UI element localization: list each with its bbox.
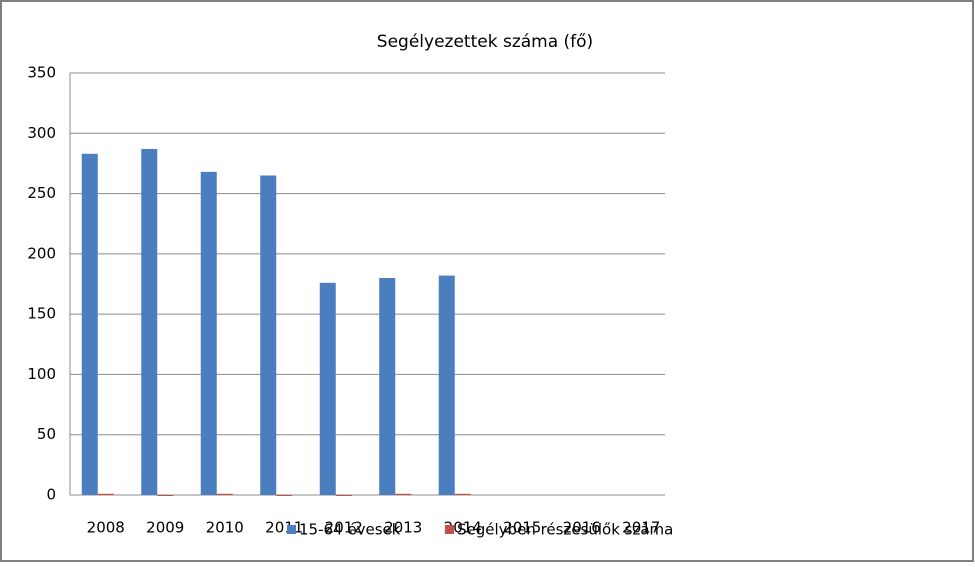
chart-title: Segélyezettek száma (fő) — [377, 32, 593, 52]
x-tick-label: 2015 — [503, 519, 541, 537]
y-tick-label: 250 — [27, 184, 56, 202]
legend-swatch — [445, 525, 454, 534]
y-tick-label: 300 — [27, 124, 56, 142]
x-tick-label: 2012 — [325, 519, 363, 537]
x-tick-label: 2009 — [146, 519, 184, 537]
bar — [454, 493, 471, 495]
bar — [81, 153, 98, 496]
bar — [157, 495, 174, 496]
bar — [319, 282, 336, 495]
bar — [395, 493, 412, 495]
bar — [200, 171, 217, 495]
x-tick-label: 2017 — [622, 519, 660, 537]
x-tick-label: 2013 — [384, 519, 422, 537]
y-tick-label: 200 — [27, 244, 56, 262]
bar — [276, 495, 293, 496]
bar — [216, 493, 233, 495]
y-tick-label: 150 — [27, 305, 56, 323]
legend-label: 15-64 évesek — [299, 521, 401, 539]
bar — [438, 275, 455, 495]
x-tick-label: 2010 — [206, 519, 244, 537]
bar — [335, 495, 352, 496]
x-tick-label: 2008 — [87, 519, 125, 537]
legend-label: Segélyben részesülők száma — [457, 521, 673, 539]
bar — [379, 277, 396, 495]
bar — [141, 148, 158, 495]
x-tick-label: 2011 — [265, 519, 303, 537]
legend-swatch — [287, 525, 296, 534]
y-tick-label: 50 — [37, 425, 56, 443]
bar — [97, 493, 114, 495]
x-tick-label: 2016 — [563, 519, 601, 537]
bar — [260, 175, 277, 495]
y-tick-label: 350 — [27, 64, 56, 82]
y-tick-label: 100 — [27, 365, 56, 383]
y-tick-label: 0 — [46, 486, 56, 504]
